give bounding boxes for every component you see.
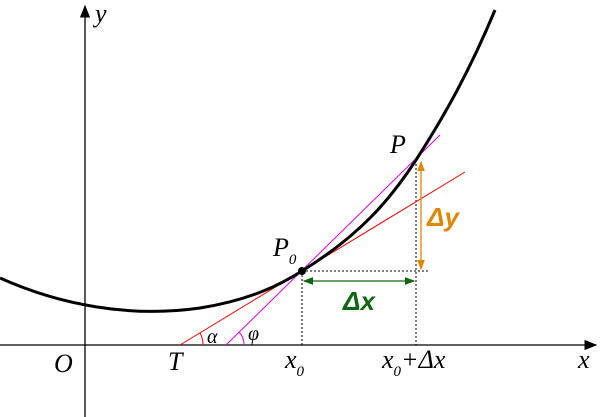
x-label: x [577, 345, 590, 374]
point-p0 [298, 267, 306, 275]
x-mark-label: x0+Δx [381, 345, 446, 380]
x-mark-label: x0 [284, 345, 305, 380]
point-label: P0 [272, 233, 297, 268]
alpha-arc [199, 332, 204, 346]
origin-label: O [54, 349, 73, 378]
dx-label: Δx [342, 286, 376, 316]
label-rest: +Δx [401, 345, 446, 374]
phi-arc [238, 331, 245, 346]
label-base: x [381, 345, 394, 374]
label-sub: 0 [394, 364, 402, 380]
dy-label: Δy [426, 202, 460, 232]
y-label: y [92, 0, 107, 28]
point-label: P [389, 130, 406, 159]
angle-label: α [207, 326, 218, 348]
secant-line [225, 134, 441, 346]
guides [301, 160, 430, 345]
label-sub: 0 [297, 364, 305, 380]
angle-label: φ [248, 323, 259, 345]
label-base: P [272, 233, 289, 262]
label-sub: 0 [289, 252, 297, 268]
label-base: x [284, 345, 297, 374]
point-label: T [168, 347, 184, 376]
